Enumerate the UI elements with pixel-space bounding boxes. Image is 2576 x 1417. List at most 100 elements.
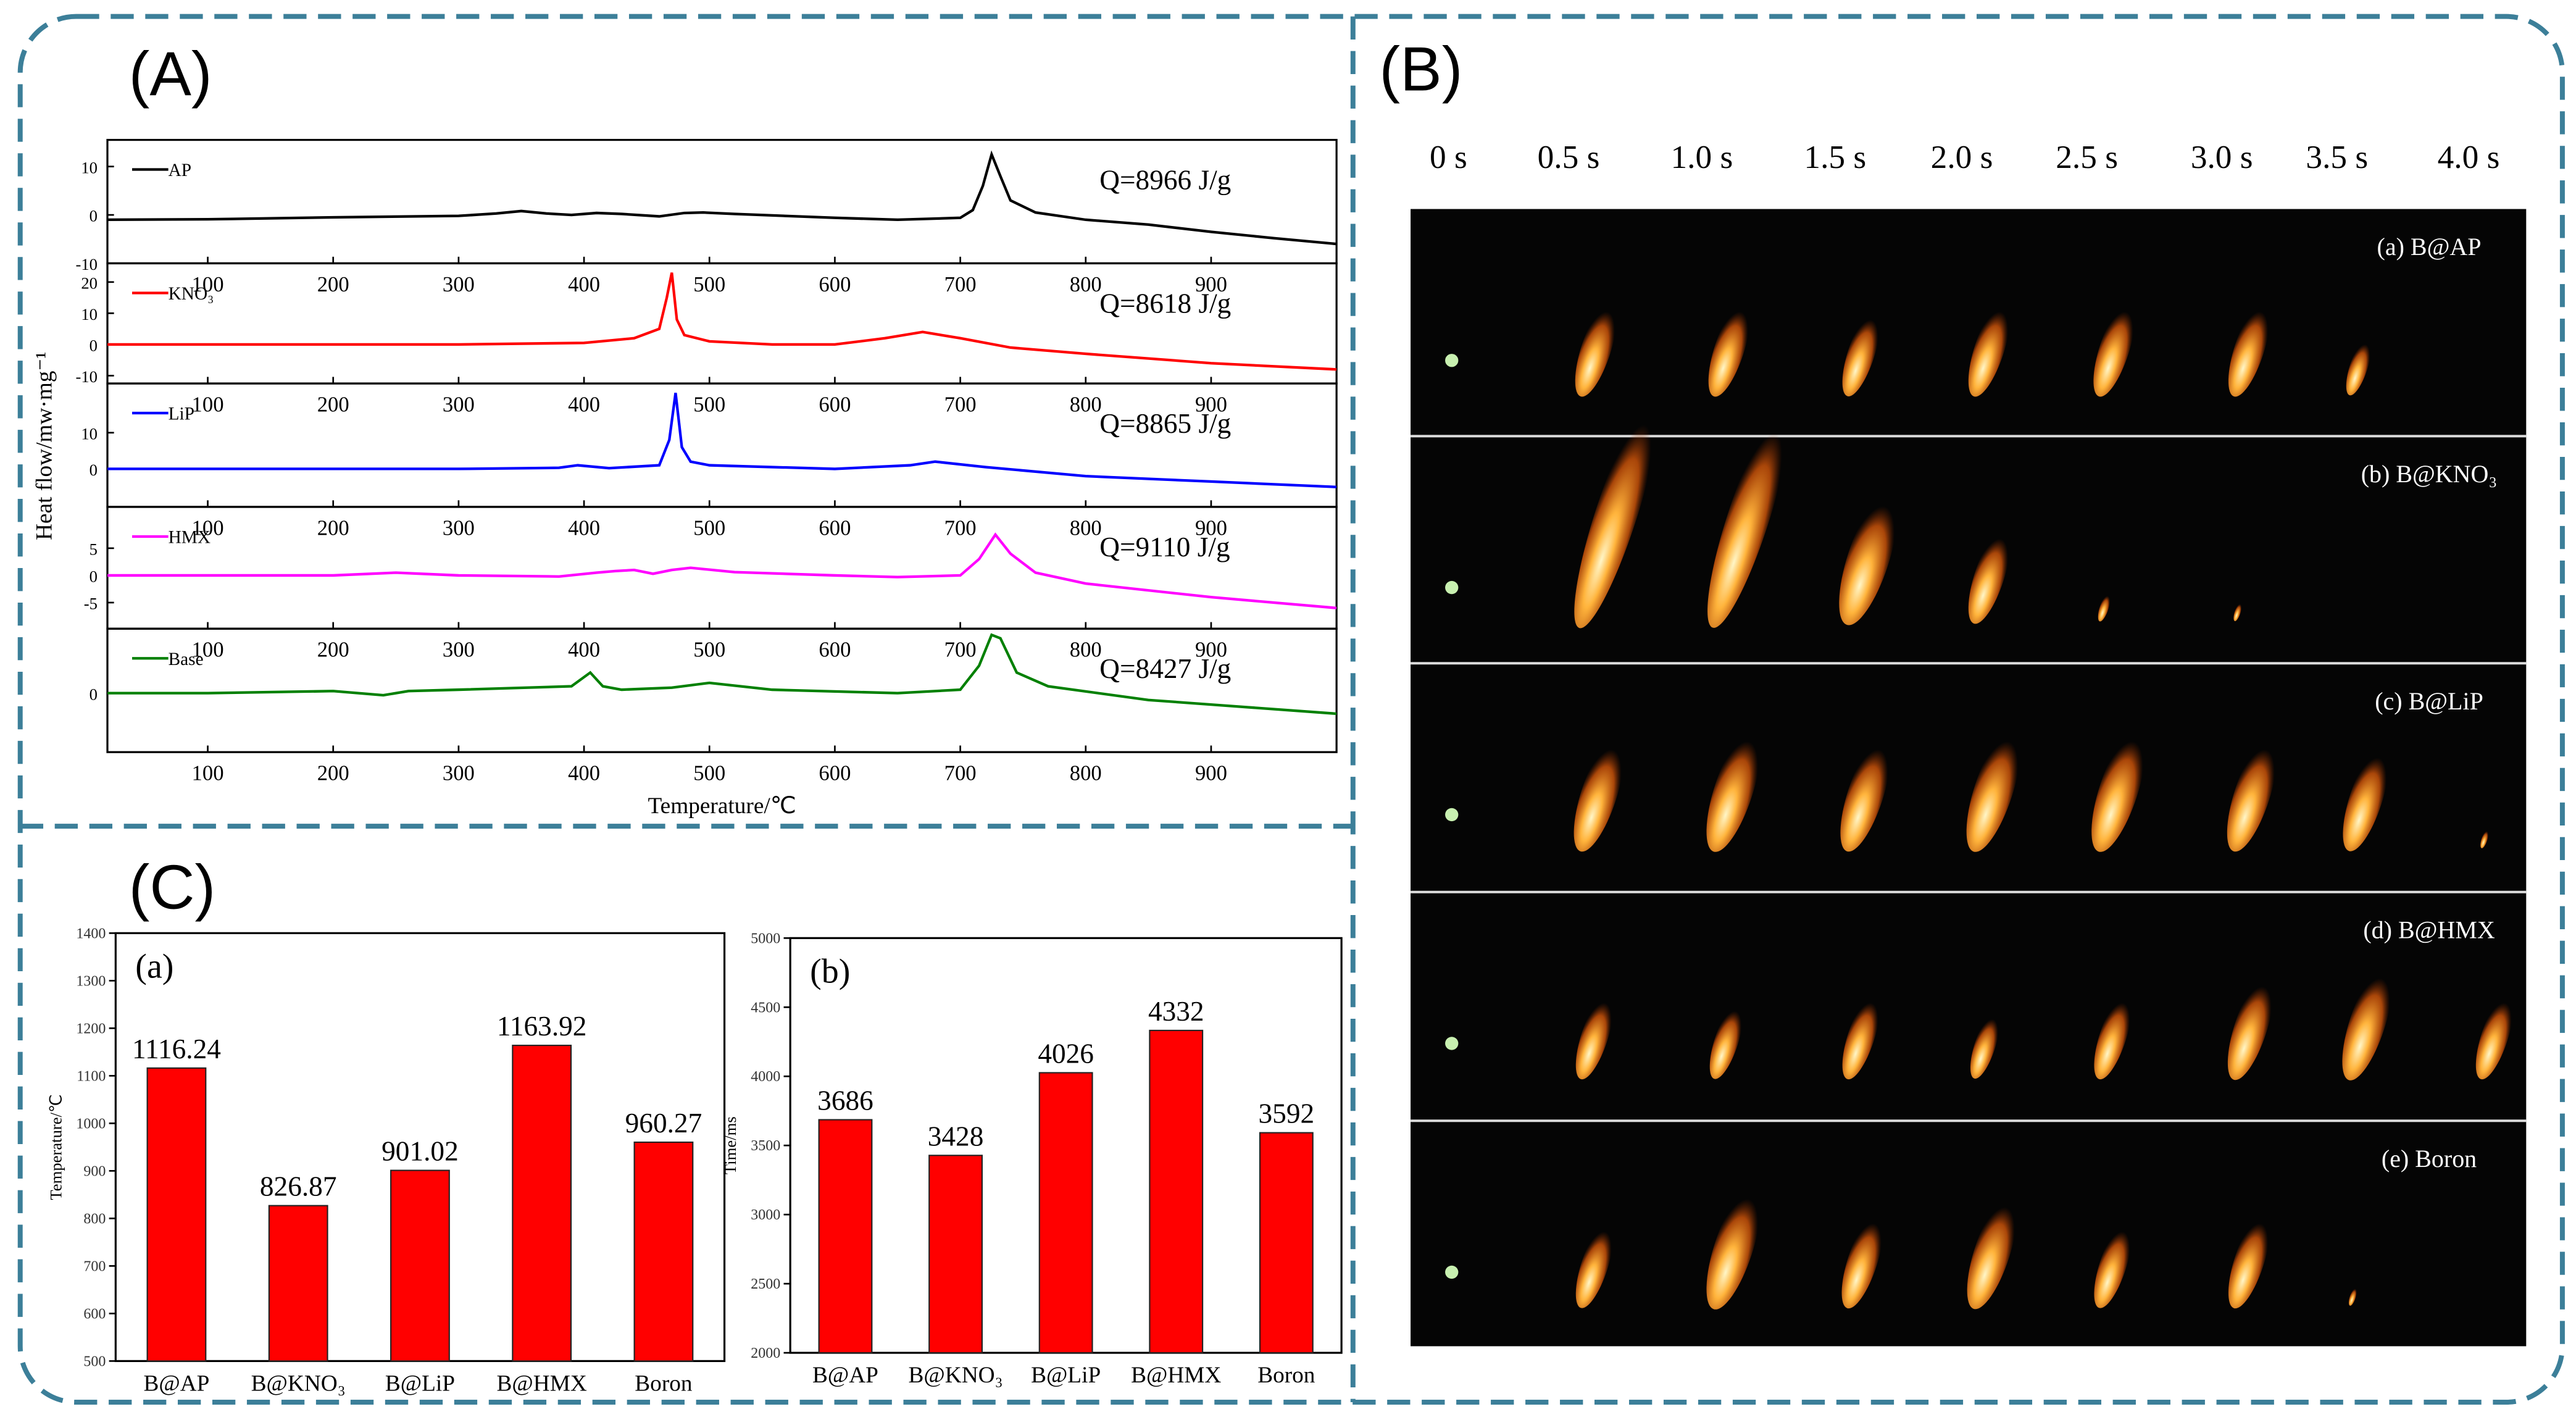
bar [818,1119,873,1354]
bar [512,1045,572,1362]
x-tick-label: 800 [1070,761,1102,785]
time-label: 1.5 s [1804,138,1866,175]
y-tick-label: 0 [90,336,98,355]
flame [2343,747,2389,851]
bar [1038,1072,1093,1354]
x-tick-label: B@LiP [385,1371,455,1396]
x-tick-label: 100 [192,638,224,662]
x-tick-label: 700 [944,761,977,785]
panel-label: (A) [129,40,212,109]
flame [1967,1195,2017,1310]
heat-flow-line [107,532,1337,609]
y-tick-label: 1200 [76,1021,106,1037]
flame [1842,311,1880,396]
value-label: 960.27 [625,1108,702,1139]
sample [1445,354,1459,367]
heat-flow-line [107,272,1337,371]
sample [1445,1037,1459,1050]
legend-label: LiP [169,404,194,424]
y-tick-label: -5 [84,595,98,613]
y-tick-label: 10 [81,305,98,324]
x-tick-label: 900 [1195,393,1227,416]
annotation: Q=9110 J/g [1099,532,1230,562]
y-tick-label: 0 [90,461,98,479]
value-label: 1116.24 [132,1034,221,1064]
x-tick-label: 500 [693,516,725,540]
heat-flow-line [107,150,1337,246]
x-tick-label: 300 [443,516,475,540]
x-tick-label: 900 [1195,761,1227,785]
annotation: Q=8618 J/g [1099,288,1231,319]
x-tick-label: 600 [819,761,851,785]
x-tick-label: 300 [443,761,475,785]
bar [633,1141,694,1362]
flame [1574,738,1624,852]
panel-label: (C) [129,852,216,922]
flame [2348,1287,2357,1306]
annotation: Q=8966 J/g [1099,165,1231,196]
time-label: 3.5 s [2306,138,2368,175]
y-tick-label: 10 [81,158,98,177]
annotation: Q=8865 J/g [1099,408,1231,439]
x-tick-label: Boron [635,1371,693,1396]
time-label: 3.0 s [2191,138,2253,175]
value-label: 901.02 [381,1136,459,1167]
x-tick-label: 700 [944,273,977,296]
legend-label: HMX [169,528,210,548]
y-tick-label: 1100 [77,1068,106,1084]
bar [390,1169,450,1362]
x-tick-label: 100 [192,516,224,540]
heat-flow-line [107,633,1337,716]
flame [2480,829,2489,848]
flame [1968,302,2011,397]
y-tick-label: 4000 [751,1069,780,1085]
x-tick-label: 800 [1070,393,1102,416]
x-tick-label: 900 [1195,638,1227,662]
x-tick-label: 200 [317,516,349,540]
x-tick-label: 500 [693,273,725,296]
bar [1149,1029,1204,1354]
flame [2228,302,2270,397]
y-tick-label: 2000 [751,1345,780,1361]
frame [17,14,2565,1405]
x-tick-label: 800 [1070,516,1102,540]
flame [1839,493,1898,625]
bar [928,1155,983,1354]
x-tick-label: 400 [568,393,600,416]
x-tick-label: B@HMX [1131,1363,1221,1388]
legend-label: AP [169,161,191,180]
x-tick-label: 500 [693,638,725,662]
flame [2342,967,2393,1081]
y-tick-label: 3000 [751,1207,780,1223]
x-tick-label: Boron [1257,1363,1315,1388]
annotation: Q=8427 J/g [1099,653,1231,684]
sample-label: (b) B@KNO₃ [2361,460,2498,488]
flame [1575,1223,1614,1308]
x-tick-label: 900 [1195,516,1227,540]
x-tick-label: 300 [443,273,475,296]
flame [2228,1214,2270,1309]
x-tick-label: 200 [317,761,349,785]
x-tick-label: 100 [192,273,224,296]
flame [1840,738,1891,852]
value-label: 4332 [1148,996,1204,1027]
flame [1841,1214,1883,1309]
x-tick-label: B@KNO₃ [909,1363,1003,1388]
sample [1445,1265,1459,1279]
x-tick-label: B@LiP [1031,1363,1101,1388]
sample-label: (a) B@AP [2377,233,2482,261]
plot-frame [106,627,1338,753]
y-tick-label: 1300 [76,973,106,989]
x-tick-label: 900 [1195,273,1227,296]
y-tick-label: 0 [90,207,98,225]
y-tick-label: 20 [81,274,98,292]
x-tick-label: B@KNO₃ [251,1371,346,1396]
sample [1445,580,1459,595]
y-axis-label: Heat flow/mw·mg⁻¹ [31,352,57,540]
x-tick-label: 800 [1070,638,1102,662]
flame [1970,1013,2000,1079]
flame [2227,976,2274,1081]
heat-flow-line [107,393,1337,488]
